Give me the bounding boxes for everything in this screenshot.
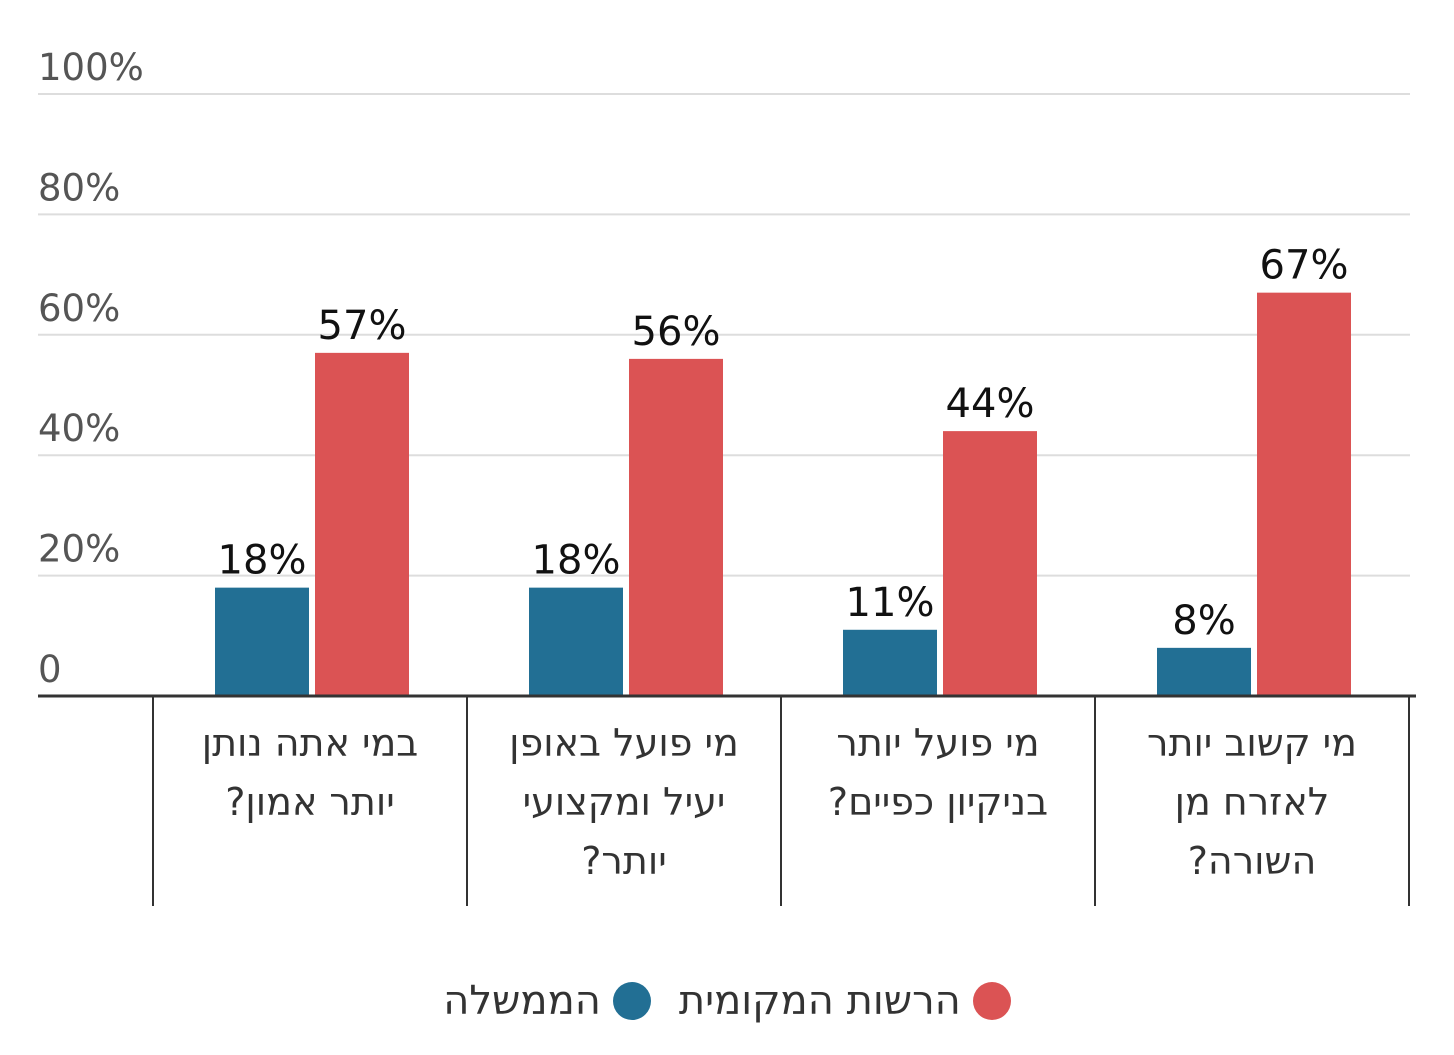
bar-value-label-0-3: 8% xyxy=(1172,598,1235,644)
bar-value-label-1-1: 56% xyxy=(632,309,721,355)
category-label-3-0: מי קשוב יותר xyxy=(1147,721,1357,765)
legend-item-government: הממשלה xyxy=(443,978,651,1024)
category-label-0-0: במי אתה נותן xyxy=(202,721,419,765)
category-label-1-1: יעיל ומקצועי xyxy=(523,780,726,824)
category-label-1-2: יותר? xyxy=(581,839,666,883)
y-tick-label-1: 20% xyxy=(38,528,120,571)
bars-layer: 18% 57% 18% 56% 11% 44% 8% 67% xyxy=(215,243,1351,696)
legend-item-local-authority: הרשות המקומית xyxy=(679,978,1011,1024)
legend-swatch-local-authority xyxy=(972,982,1011,1020)
y-tick-label-0: 0 xyxy=(38,648,62,691)
bar-0-0 xyxy=(215,587,309,696)
y-tick-label-4: 80% xyxy=(38,166,120,209)
bar-value-label-1-0: 57% xyxy=(318,303,407,349)
bar-1-3 xyxy=(1257,292,1351,696)
legend: הרשות המקומית הממשלה xyxy=(0,975,1454,1027)
bar-1-0 xyxy=(315,352,409,696)
category-label-1-0: מי פועל באופן xyxy=(509,721,739,765)
bar-value-label-0-1: 18% xyxy=(532,538,621,584)
legend-swatch-government xyxy=(612,982,651,1020)
bar-1-1 xyxy=(629,358,723,696)
category-label-0-1: יותר אמון? xyxy=(225,780,394,824)
bar-value-label-1-2: 44% xyxy=(946,381,1035,427)
bar-0-2 xyxy=(843,629,937,696)
legend-label-government: הממשלה xyxy=(443,978,601,1024)
category-label-3-1: לאזרח מן xyxy=(1175,780,1330,824)
bar-0-1 xyxy=(529,587,623,696)
bar-1-2 xyxy=(943,431,1037,696)
category-label-2-0: מי פועל יותר xyxy=(836,721,1039,765)
bar-value-label-1-3: 67% xyxy=(1260,243,1349,289)
y-tick-label-2: 40% xyxy=(38,407,120,450)
bar-value-label-0-0: 18% xyxy=(218,538,307,584)
legend-label-local-authority: הרשות המקומית xyxy=(678,978,961,1024)
category-label-2-1: בניקיון כפיים? xyxy=(828,780,1048,824)
bar-value-label-0-2: 11% xyxy=(846,580,935,626)
category-label-3-2: השורה? xyxy=(1188,839,1317,883)
grid-layer: 0 20% 40% 60% 80% 100% xyxy=(38,46,1410,691)
bar-0-3 xyxy=(1157,647,1251,696)
axis-layer: במי אתה נותן יותר אמון? מי פועל באופן יעיל … xyxy=(38,694,1416,906)
y-tick-label-5: 100% xyxy=(38,46,144,89)
y-tick-label-3: 60% xyxy=(38,287,120,330)
